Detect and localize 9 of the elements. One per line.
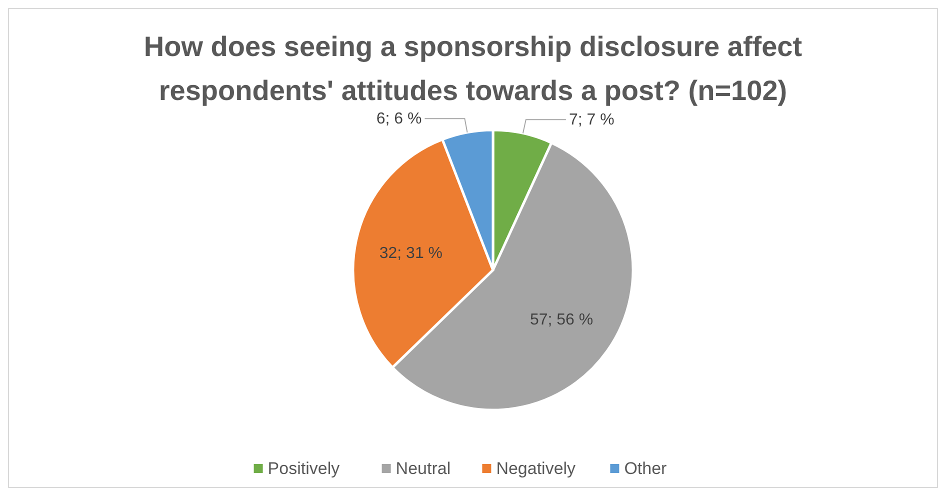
legend-label: Positively bbox=[268, 459, 340, 478]
data-label: 7; 7 % bbox=[568, 112, 614, 129]
data-label: 32; 31 % bbox=[379, 245, 443, 262]
data-label: 57; 56 % bbox=[530, 312, 594, 329]
data-label: 6; 6 % bbox=[376, 110, 422, 128]
chart-title: How does seeing a sponsorship disclosure affect respondents' attitudes towards a post? (n=102) bbox=[144, 31, 802, 106]
legend-label: Negatively bbox=[496, 459, 576, 478]
legend-label: Other bbox=[624, 459, 668, 478]
legend-label: Neutral bbox=[396, 459, 451, 478]
